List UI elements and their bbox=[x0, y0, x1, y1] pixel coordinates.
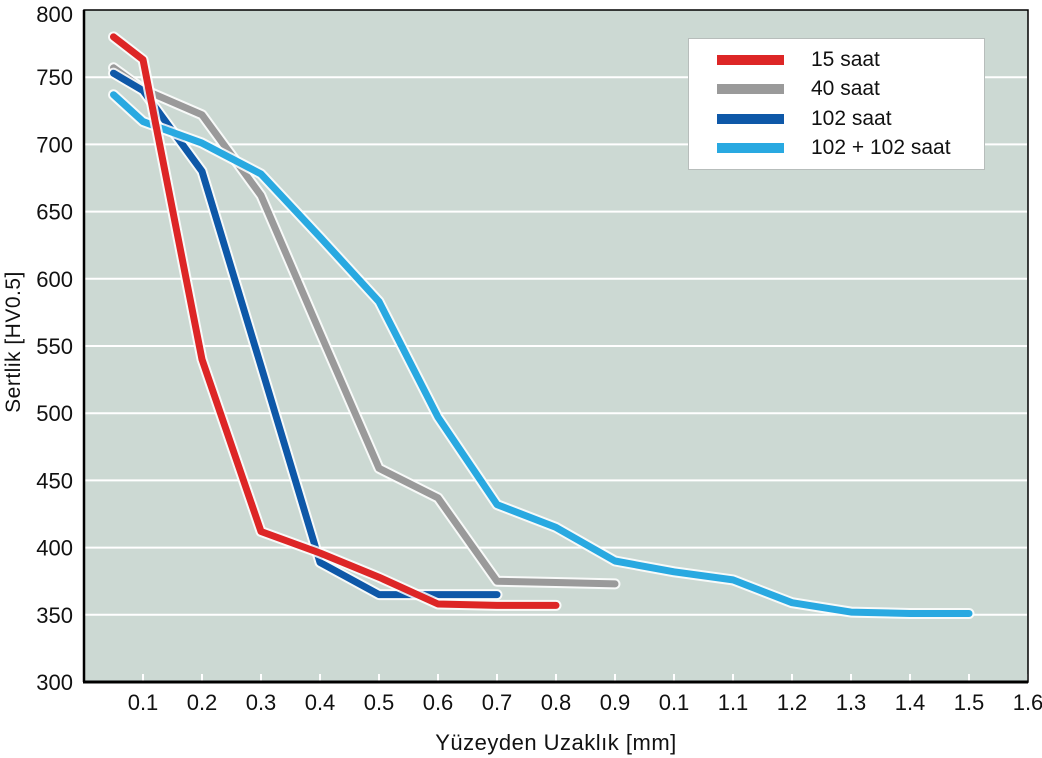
legend-swatch-40-saat bbox=[717, 84, 784, 95]
y-tick-label: 400 bbox=[36, 536, 73, 561]
y-axis-title: Sertlik [HV0.5] bbox=[2, 271, 25, 413]
x-tick-label: 1.1 bbox=[718, 690, 749, 715]
y-tick-label: 550 bbox=[36, 334, 73, 359]
y-tick-label: 500 bbox=[36, 401, 73, 426]
x-tick-label: 0.7 bbox=[482, 690, 513, 715]
x-axis-title: Yüzeyden Uzaklık [mm] bbox=[435, 730, 677, 755]
y-tick-label: 700 bbox=[36, 132, 73, 157]
y-tick-label: 600 bbox=[36, 267, 73, 292]
series-line-102-102-saat bbox=[110, 91, 973, 617]
x-tick-label: 0.4 bbox=[305, 690, 336, 715]
legend-item-102-saat: 102 saat bbox=[717, 107, 984, 131]
x-tick-label: 0.5 bbox=[364, 690, 395, 715]
series-line-15-saat bbox=[110, 33, 560, 609]
y-tick-label: 750 bbox=[36, 65, 73, 90]
x-tick-label: 1.3 bbox=[836, 690, 867, 715]
y-tick-label: 350 bbox=[36, 603, 73, 628]
x-tick-label: 1.2 bbox=[777, 690, 808, 715]
legend: 15 saat 40 saat 102 saat 102 + 102 saat bbox=[688, 38, 985, 170]
y-tick-label: 450 bbox=[36, 468, 73, 493]
legend-label-15-saat: 15 saat bbox=[811, 47, 880, 71]
legend-item-15-saat: 15 saat bbox=[717, 48, 984, 72]
legend-swatch-102-saat bbox=[717, 113, 784, 124]
x-tick-label: 0.1 bbox=[659, 690, 690, 715]
x-tick-label: 0.3 bbox=[246, 690, 277, 715]
series-line-40-saat bbox=[110, 64, 619, 588]
legend-swatch-15-saat bbox=[717, 54, 784, 65]
y-tick-label: 800 bbox=[36, 2, 73, 27]
y-tick-label: 300 bbox=[36, 670, 73, 695]
x-tick-label: 1.5 bbox=[954, 690, 985, 715]
x-tick-label: 0.8 bbox=[541, 690, 572, 715]
legend-swatch-102-102-saat bbox=[717, 143, 784, 154]
x-tick-label: 0.2 bbox=[187, 690, 218, 715]
x-tick-label: 0.9 bbox=[600, 690, 631, 715]
legend-item-40-saat: 40 saat bbox=[717, 77, 984, 101]
x-tick-label: 1.6 bbox=[1013, 690, 1042, 715]
legend-item-102-102-saat: 102 + 102 saat bbox=[717, 136, 984, 160]
legend-label-102-saat: 102 saat bbox=[811, 106, 892, 130]
y-tick-label: 650 bbox=[36, 200, 73, 225]
x-tick-label: 1.4 bbox=[895, 690, 926, 715]
legend-label-40-saat: 40 saat bbox=[811, 77, 880, 101]
legend-label-102-102-saat: 102 + 102 saat bbox=[811, 136, 951, 160]
x-tick-label: 0.1 bbox=[128, 690, 159, 715]
x-tick-label: 0.6 bbox=[423, 690, 454, 715]
